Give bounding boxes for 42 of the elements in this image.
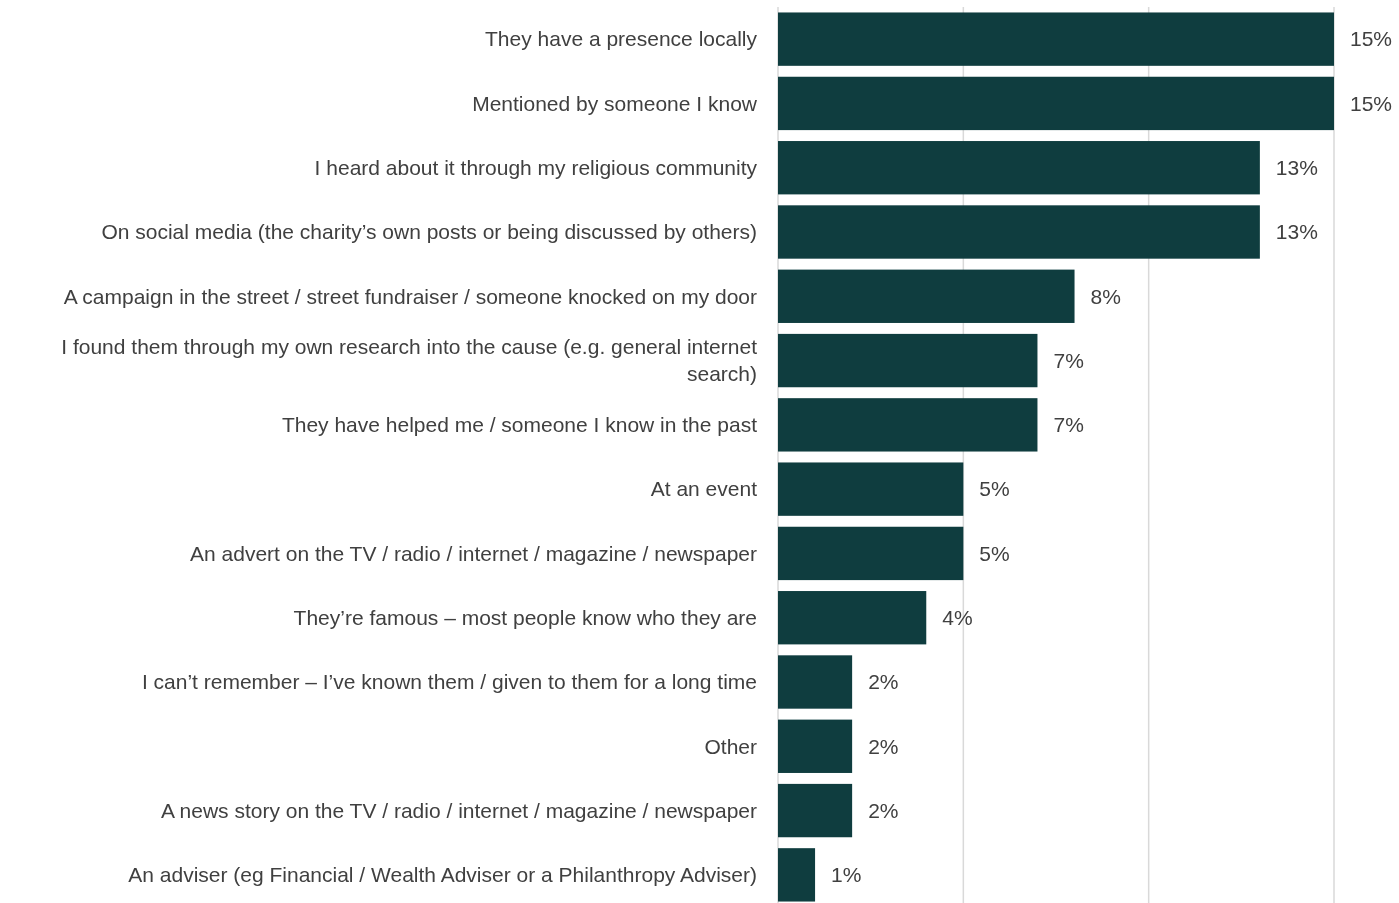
bar bbox=[778, 719, 853, 773]
y-tick-label: An advert on the TV / radio / internet / magazine / newspaper bbox=[190, 541, 757, 565]
data-label: 5% bbox=[979, 477, 1010, 501]
y-tick-label: I can’t remember – I’ve known them / given to them for a long time bbox=[141, 670, 757, 694]
y-tick-label: They’re famous – most people know who they are bbox=[293, 606, 757, 630]
y-tick-label: They have a presence locally bbox=[485, 27, 758, 51]
y-tick-label: At an event bbox=[650, 477, 758, 501]
data-label: 7% bbox=[1053, 348, 1084, 372]
bar bbox=[778, 333, 1038, 388]
y-tick-label: On social media (the charity’s own posts or being discussed by others) bbox=[101, 220, 757, 244]
bar bbox=[778, 398, 1038, 452]
bar bbox=[778, 269, 1075, 323]
bar bbox=[778, 462, 964, 516]
bar bbox=[778, 76, 1334, 131]
data-label: 15% bbox=[1350, 27, 1393, 51]
data-label: 13% bbox=[1275, 220, 1318, 244]
data-label: 2% bbox=[868, 798, 899, 822]
bar bbox=[778, 12, 1334, 66]
bar bbox=[778, 526, 964, 581]
y-tick-label: I found them through my own research into the cause (e.g. general internet search) bbox=[61, 335, 758, 386]
y-tick-label: I heard about it through my religious community bbox=[314, 156, 758, 180]
y-tick-label: An adviser (eg Financial / Wealth Adviser or a Philanthropy Adviser) bbox=[128, 863, 757, 887]
data-label: 1% bbox=[831, 863, 862, 887]
data-label: 5% bbox=[979, 541, 1010, 565]
y-tick-label: Other bbox=[704, 734, 757, 758]
y-tick-label: A campaign in the street / street fundraiser / someone knocked on my door bbox=[63, 284, 757, 308]
bar bbox=[778, 848, 816, 902]
data-label: 2% bbox=[868, 670, 899, 694]
y-tick-label: Mentioned by someone I know bbox=[472, 91, 758, 115]
data-label: 7% bbox=[1053, 413, 1084, 437]
y-tick-label: A news story on the TV / radio / internet / magazine / newspaper bbox=[160, 798, 757, 822]
data-label: 13% bbox=[1275, 156, 1318, 180]
bar bbox=[778, 205, 1260, 259]
data-label: 2% bbox=[868, 734, 899, 758]
bar bbox=[778, 783, 853, 838]
bar bbox=[778, 141, 1260, 195]
y-tick-label: They have helped me / someone I know in the past bbox=[281, 413, 758, 437]
data-label: 8% bbox=[1090, 284, 1121, 308]
bar bbox=[778, 655, 853, 709]
data-label: 15% bbox=[1350, 91, 1393, 115]
data-label: 4% bbox=[942, 606, 973, 630]
bar bbox=[778, 591, 927, 645]
